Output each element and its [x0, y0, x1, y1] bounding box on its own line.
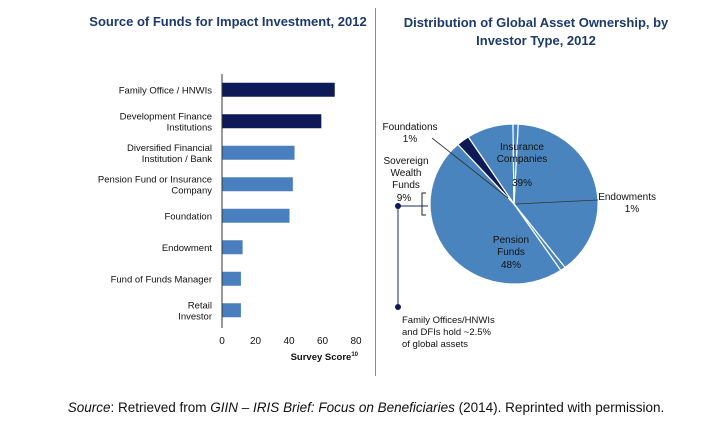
endowments-pct: 1% [625, 204, 640, 215]
category-label-line: Investor [178, 311, 212, 322]
family-note-line: of global assets [402, 339, 468, 350]
category-label: Diversified Financial Institution / Bank [127, 143, 212, 165]
pension-label: Pension [493, 235, 529, 246]
family-callout-dot [395, 304, 401, 310]
category-label: Retail Investor [178, 300, 212, 322]
category-label-line: Endowment [162, 243, 213, 254]
category-label-line: Retail [188, 300, 212, 311]
category-label: Development Finance Institutions [120, 111, 213, 133]
insurance-pct: 39% [512, 178, 532, 189]
left-chart-title: Source of Funds for Impact Investment, 2… [89, 14, 367, 29]
family-note-line: Family Offices/HNWIs [402, 315, 495, 326]
right-title-line-2: Investor Type, 2012 [476, 33, 596, 48]
source-label: Source [67, 400, 111, 415]
x-axis-label: Survey Score10 [291, 352, 359, 363]
bar [222, 303, 241, 318]
panel-divider [375, 8, 376, 376]
sovereign-bracket [421, 192, 426, 216]
bar [222, 82, 335, 97]
category-label-line: Family Office / HNWIs [119, 85, 212, 96]
x-tick-label: 40 [283, 336, 295, 347]
sovereign-pct: 9% [397, 193, 412, 204]
category-label-line: Company [171, 185, 212, 196]
category-label-line: Institutions [167, 122, 213, 133]
family-note-line: and DFIs hold ~2.5% [402, 327, 492, 338]
source-caption: Source: Retrieved from GIIN – IRIS Brief… [10, 400, 722, 415]
pie-slice [429, 143, 562, 285]
x-axis-label-superscript: 10 [351, 352, 358, 358]
category-label: Endowment [162, 243, 213, 254]
foundations-pct: 1% [403, 134, 418, 145]
category-label: Foundation [164, 211, 212, 222]
source-suffix: (2014). Reprinted with permission. [454, 400, 665, 415]
pie-slice [512, 123, 519, 205]
sovereign-label: Wealth [391, 168, 422, 179]
x-tick-label: 20 [250, 336, 262, 347]
category-label-line: Development Finance [120, 111, 212, 122]
pension-pct: 48% [501, 260, 521, 271]
source-reference: GIIN – IRIS Brief: Focus on Beneficiarie… [210, 400, 455, 415]
sovereign-label: Funds [392, 180, 420, 191]
endowments-leader [515, 199, 599, 205]
foundations-leader [431, 137, 509, 199]
category-label: Fund of Funds Manager [111, 274, 212, 285]
category-label-line: Pension Fund or Insurance [98, 174, 212, 185]
category-label: Pension Fund or Insurance Company [98, 174, 212, 196]
category-label-line: Foundation [164, 211, 212, 222]
x-tick-label: 60 [317, 336, 329, 347]
bar [222, 145, 295, 160]
x-tick-label: 0 [219, 336, 225, 347]
pension-label: Funds [497, 247, 525, 258]
family-callout-dot [395, 203, 401, 209]
pie-chart: InsuranceCompanies39%PensionFunds48%Endo… [382, 122, 656, 350]
sovereign-label: Sovereign [383, 156, 428, 167]
category-label-line: Diversified Financial [127, 143, 212, 154]
category-label-line: Fund of Funds Manager [111, 274, 212, 285]
x-axis-label-text: Survey Score [291, 352, 352, 363]
bar [222, 208, 290, 223]
bar [222, 177, 293, 192]
right-title-line-1: Distribution of Global Asset Ownership, … [403, 15, 669, 30]
bar [222, 114, 322, 129]
insurance-label: Insurance [500, 142, 544, 153]
endowments-label: Endowments [598, 192, 656, 203]
foundations-label: Foundations [382, 122, 437, 133]
category-label-line: Institution / Bank [142, 154, 212, 165]
pie-slice [513, 123, 599, 269]
category-label: Family Office / HNWIs [119, 85, 212, 96]
insurance-label: Companies [497, 154, 548, 165]
right-chart-title: Distribution of Global Asset Ownership, … [386, 14, 686, 50]
source-connector: : Retrieved from [110, 400, 211, 415]
bar [222, 271, 241, 286]
x-tick-label: 80 [350, 336, 362, 347]
bar-chart: Family Office / HNWIs Development Finance… [98, 74, 362, 363]
bar [222, 240, 243, 255]
